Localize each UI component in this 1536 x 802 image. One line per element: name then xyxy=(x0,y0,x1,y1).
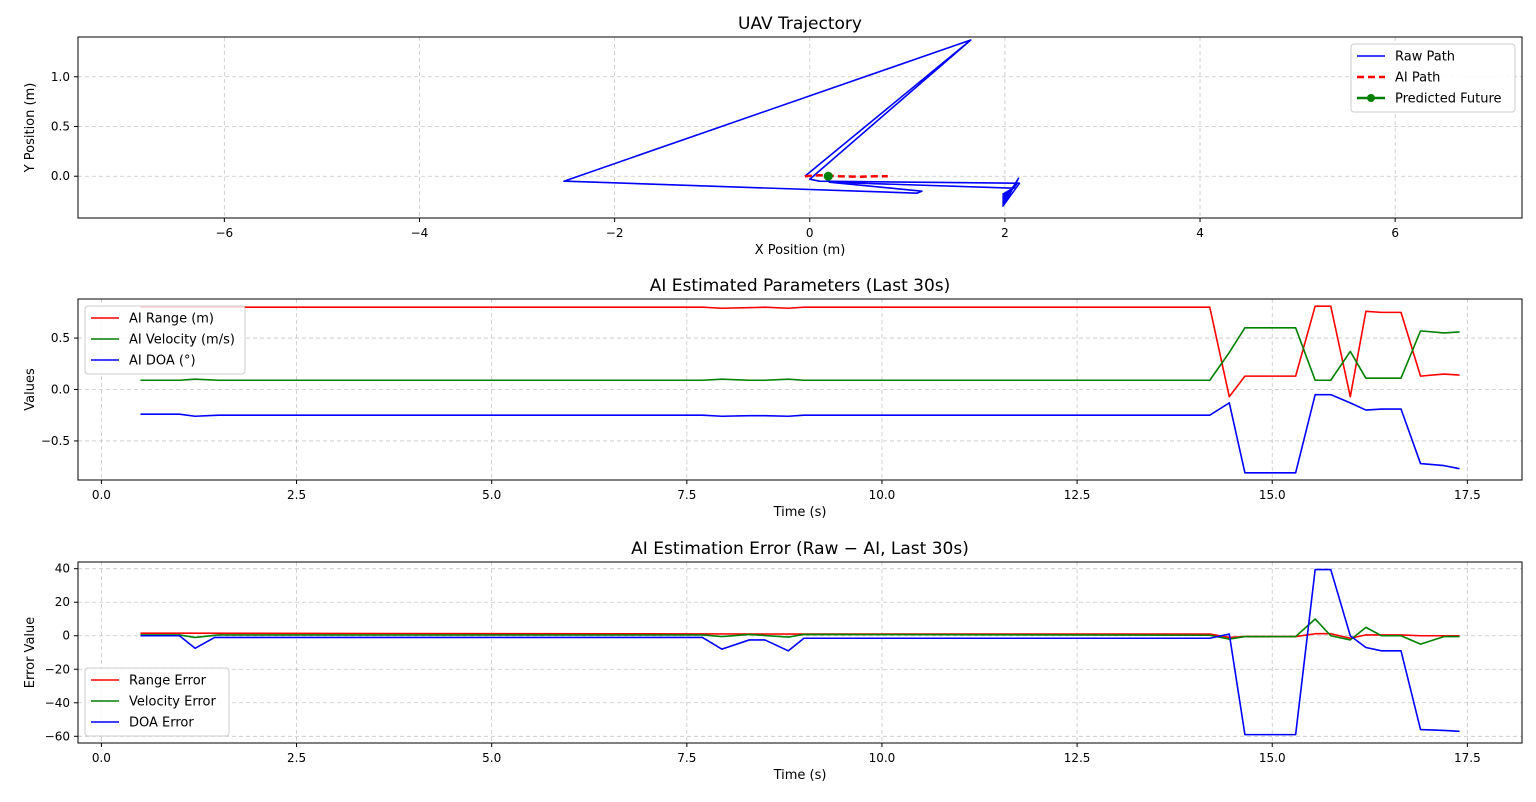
y-tick-label: 0 xyxy=(62,629,70,643)
legend-label: Range Error xyxy=(129,674,207,689)
series-line xyxy=(140,393,1460,474)
legend-label: Raw Path xyxy=(1395,50,1455,65)
legend: Raw Path AI Path Predicted Future xyxy=(1350,43,1516,113)
x-tick-label: 7.5 xyxy=(677,751,696,765)
x-axis-label: Time (s) xyxy=(773,768,827,783)
y-axis-label: Y Position (m) xyxy=(23,83,38,174)
x-tick-label: 2.5 xyxy=(287,488,306,502)
x-tick-label: −2 xyxy=(606,226,624,240)
series-line xyxy=(804,173,888,178)
legend-box xyxy=(84,305,246,375)
legend-box xyxy=(84,667,230,737)
legend: Range Error Velocity Error DOA Error xyxy=(84,667,230,737)
legend-label: Velocity Error xyxy=(129,695,216,710)
x-tick-label: 5.0 xyxy=(482,488,501,502)
x-tick-label: 10.0 xyxy=(869,488,896,502)
legend-label: Predicted Future xyxy=(1395,92,1502,107)
y-axis-label: Values xyxy=(23,368,38,411)
series-line xyxy=(563,39,1021,207)
legend-label: AI DOA (°) xyxy=(129,354,196,369)
legend-label: AI Range (m) xyxy=(129,312,214,327)
x-tick-label: 17.5 xyxy=(1454,751,1481,765)
legend-box xyxy=(1350,43,1516,113)
x-axis-label: Time (s) xyxy=(773,505,827,520)
x-tick-label: 12.5 xyxy=(1064,751,1091,765)
x-tick-label: −4 xyxy=(411,226,429,240)
series-line xyxy=(140,618,1460,645)
series-line xyxy=(140,305,1460,398)
y-tick-label: 0.0 xyxy=(51,383,70,397)
plot-frame xyxy=(77,561,1523,744)
legend-label: DOA Error xyxy=(129,716,194,731)
x-tick-label: 15.0 xyxy=(1259,751,1286,765)
x-tick-label: 7.5 xyxy=(677,488,696,502)
legend-label: AI Velocity (m/s) xyxy=(129,333,235,348)
x-tick-label: 6 xyxy=(1391,226,1399,240)
chart-ai-estimated-parameters: 0.0 2.5 5.0 7.5 10.0 12.5 15.0 17.5 −0.5 0.0 0.5 AI… xyxy=(23,276,1523,520)
legend-label: AI Path xyxy=(1395,71,1440,86)
y-tick-label: 1.0 xyxy=(51,70,70,84)
x-tick-label: 12.5 xyxy=(1064,488,1091,502)
y-tick-label: −60 xyxy=(45,729,70,743)
y-tick-label: −20 xyxy=(45,662,70,676)
chart-uav-trajectory: −6 −4 −2 0 2 4 6 0.0 0.5 1.0 UAV Trajectory X Posit… xyxy=(23,14,1523,258)
x-tick-label: 5.0 xyxy=(482,751,501,765)
x-tick-label: 2 xyxy=(1001,226,1009,240)
legend: AI Range (m) AI Velocity (m/s) AI DOA (°) xyxy=(84,305,246,375)
y-tick-label: 0.0 xyxy=(51,169,70,183)
chart-title: AI Estimated Parameters (Last 30s) xyxy=(650,276,951,296)
x-tick-label: 0.0 xyxy=(92,488,111,502)
plot-frame xyxy=(77,36,1523,219)
x-axis-label: X Position (m) xyxy=(755,243,846,258)
chart-title: UAV Trajectory xyxy=(738,14,862,34)
x-tick-label: −6 xyxy=(215,226,233,240)
x-tick-label: 4 xyxy=(1196,226,1204,240)
y-axis-label: Error Value xyxy=(23,617,38,689)
x-tick-label: 10.0 xyxy=(869,751,896,765)
y-tick-label: 40 xyxy=(55,562,70,576)
series-line xyxy=(140,326,1460,382)
chart-title: AI Estimation Error (Raw − AI, Last 30s) xyxy=(631,539,969,559)
y-tick-label: −40 xyxy=(45,696,70,710)
chart-ai-estimation-error: 0.0 2.5 5.0 7.5 10.0 12.5 15.0 17.5 −60 −40 −20 0 20… xyxy=(23,539,1523,783)
y-tick-label: 20 xyxy=(55,595,70,609)
x-tick-label: 0.0 xyxy=(92,751,111,765)
series-line xyxy=(140,568,1460,736)
y-tick-label: 0.5 xyxy=(51,331,70,345)
x-tick-label: 17.5 xyxy=(1454,488,1481,502)
x-tick-label: 15.0 xyxy=(1259,488,1286,502)
data-point xyxy=(823,171,833,181)
x-tick-label: 0 xyxy=(806,226,814,240)
y-tick-label: 0.5 xyxy=(51,120,70,134)
legend-marker xyxy=(1367,94,1375,102)
y-tick-label: −0.5 xyxy=(41,434,70,448)
x-tick-label: 2.5 xyxy=(287,751,306,765)
